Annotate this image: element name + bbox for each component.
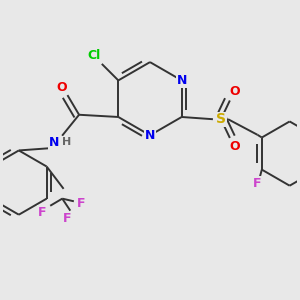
Text: N: N bbox=[48, 136, 59, 149]
Text: N: N bbox=[176, 74, 187, 87]
Text: F: F bbox=[77, 197, 85, 211]
Text: F: F bbox=[253, 176, 262, 190]
Text: F: F bbox=[62, 212, 71, 225]
Text: S: S bbox=[216, 112, 226, 126]
Text: N: N bbox=[145, 129, 155, 142]
Text: F: F bbox=[38, 206, 46, 218]
Text: O: O bbox=[57, 81, 68, 94]
Text: O: O bbox=[229, 85, 240, 98]
Text: O: O bbox=[229, 140, 240, 153]
Text: Cl: Cl bbox=[87, 50, 101, 62]
Text: H: H bbox=[62, 136, 72, 146]
